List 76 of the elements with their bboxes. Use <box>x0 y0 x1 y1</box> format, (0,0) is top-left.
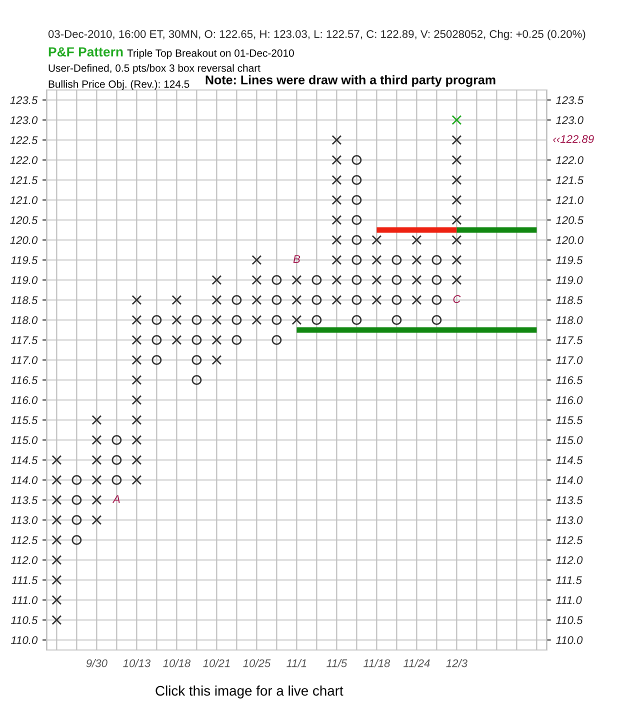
y2-tick-label: 119.0 <box>556 276 583 284</box>
y-tick-label: 118.5 <box>10 296 38 304</box>
x-tick-label: 9/30 <box>86 659 108 668</box>
y-tick-label: 114.0 <box>10 476 38 484</box>
y2-tick-label: 123.0 <box>556 116 584 124</box>
y-tick-label: 116.5 <box>10 376 38 384</box>
y2-tick-label: 113.5 <box>556 496 583 504</box>
annotation: B <box>293 255 300 263</box>
y-tick-label: 110.0 <box>10 636 38 644</box>
y2-tick-label: 118.5 <box>556 296 583 304</box>
y2-tick-label: 121.5 <box>556 176 584 184</box>
y2-tick-label: 118.0 <box>556 316 583 324</box>
y-tick-label: 111.0 <box>12 596 38 604</box>
text: User-Defined, 0.5 pts/box 3 box reversal chart <box>48 64 260 74</box>
y2-tick-label: 117.5 <box>556 336 583 344</box>
y2-tick-label: 110.0 <box>556 636 583 644</box>
y-tick-label: 112.0 <box>10 556 38 564</box>
y2-tick-label: 116.5 <box>556 376 583 384</box>
y2-tick-label: 112.0 <box>556 556 583 564</box>
y-tick-label: 120.0 <box>10 236 38 244</box>
y2-tick-label: 122.0 <box>556 156 584 164</box>
y2-tick-label: 114.0 <box>556 476 583 484</box>
y-tick-label: 111.5 <box>12 576 38 584</box>
x-tick-label: 11/1 <box>286 659 306 668</box>
x-tick-label: 12/3 <box>446 659 468 668</box>
y-tick-label: 122.0 <box>10 156 38 164</box>
text: Triple Top Breakout on 01-Dec-2010 <box>127 49 294 59</box>
y-tick-label: 117.5 <box>10 336 38 344</box>
y-tick-label: 114.5 <box>10 456 38 464</box>
text: Bullish Price Obj. (Rev.): 124.5 <box>48 80 190 90</box>
y2-tick-label: 120.5 <box>556 216 584 224</box>
y-tick-label: 120.5 <box>10 216 38 224</box>
y2-tick-label: 115.5 <box>556 416 583 424</box>
y2-tick-label: 116.0 <box>556 396 583 404</box>
x-tick-label: 10/18 <box>163 659 191 668</box>
y-tick-label: 112.5 <box>10 536 38 544</box>
y2-tick-label: 112.5 <box>556 536 583 544</box>
x-tick-label: 11/18 <box>363 659 390 668</box>
text: Click this image for a live chart <box>156 686 344 698</box>
y-tick-label: 122.5 <box>10 136 38 144</box>
y-tick-label: 117.0 <box>10 356 38 364</box>
y-tick-label: 119.5 <box>10 256 38 264</box>
y2-tick-label: 121.0 <box>556 196 584 204</box>
y2-tick-label: 117.0 <box>556 356 583 364</box>
annotation: C <box>453 295 461 303</box>
annotation: A <box>112 495 120 503</box>
y2-tick-label: 110.5 <box>556 616 583 624</box>
x-tick-label: 11/5 <box>326 659 348 668</box>
y-tick-label: 115.0 <box>10 436 38 444</box>
y-tick-label: 121.0 <box>10 196 38 204</box>
text: ‹‹122.89 <box>553 135 594 143</box>
y-tick-label: 123.5 <box>10 96 38 104</box>
text: Note: Lines were draw with a third party program <box>206 75 496 87</box>
y-tick-label: 116.0 <box>10 396 38 404</box>
y2-tick-label: 115.0 <box>556 436 583 444</box>
x-tick-label: 10/21 <box>203 659 230 668</box>
x-tick-label: 10/25 <box>243 659 271 668</box>
y-tick-label: 115.5 <box>10 416 38 424</box>
chart-subtitle: 03-Dec-2010, 16:00 ET, 30MN, O: 122.65, H: 123.03, L: 122.57, C: 122.89, V: 25028052, Chg: +0.25 (0.20%) <box>48 30 586 40</box>
y-tick-label: 123.0 <box>10 116 38 124</box>
text: P&F Pattern <box>48 47 123 57</box>
y2-tick-label: 111.0 <box>556 596 582 604</box>
y2-tick-label: 120.0 <box>556 236 584 244</box>
y-tick-label: 118.0 <box>10 316 38 324</box>
y-tick-label: 119.0 <box>10 276 38 284</box>
x-tick-label: 11/24 <box>403 659 430 668</box>
y2-tick-label: 119.5 <box>556 256 583 264</box>
y-tick-label: 113.0 <box>10 516 38 524</box>
y-tick-label: 121.5 <box>10 176 38 184</box>
y-tick-label: 110.5 <box>10 616 38 624</box>
y2-tick-label: 113.0 <box>556 516 583 524</box>
y2-tick-label: 123.5 <box>556 96 584 104</box>
y2-tick-label: 111.5 <box>556 576 582 584</box>
y-tick-label: 113.5 <box>10 496 38 504</box>
y2-tick-label: 114.5 <box>556 456 583 464</box>
x-tick-label: 10/13 <box>123 659 151 668</box>
